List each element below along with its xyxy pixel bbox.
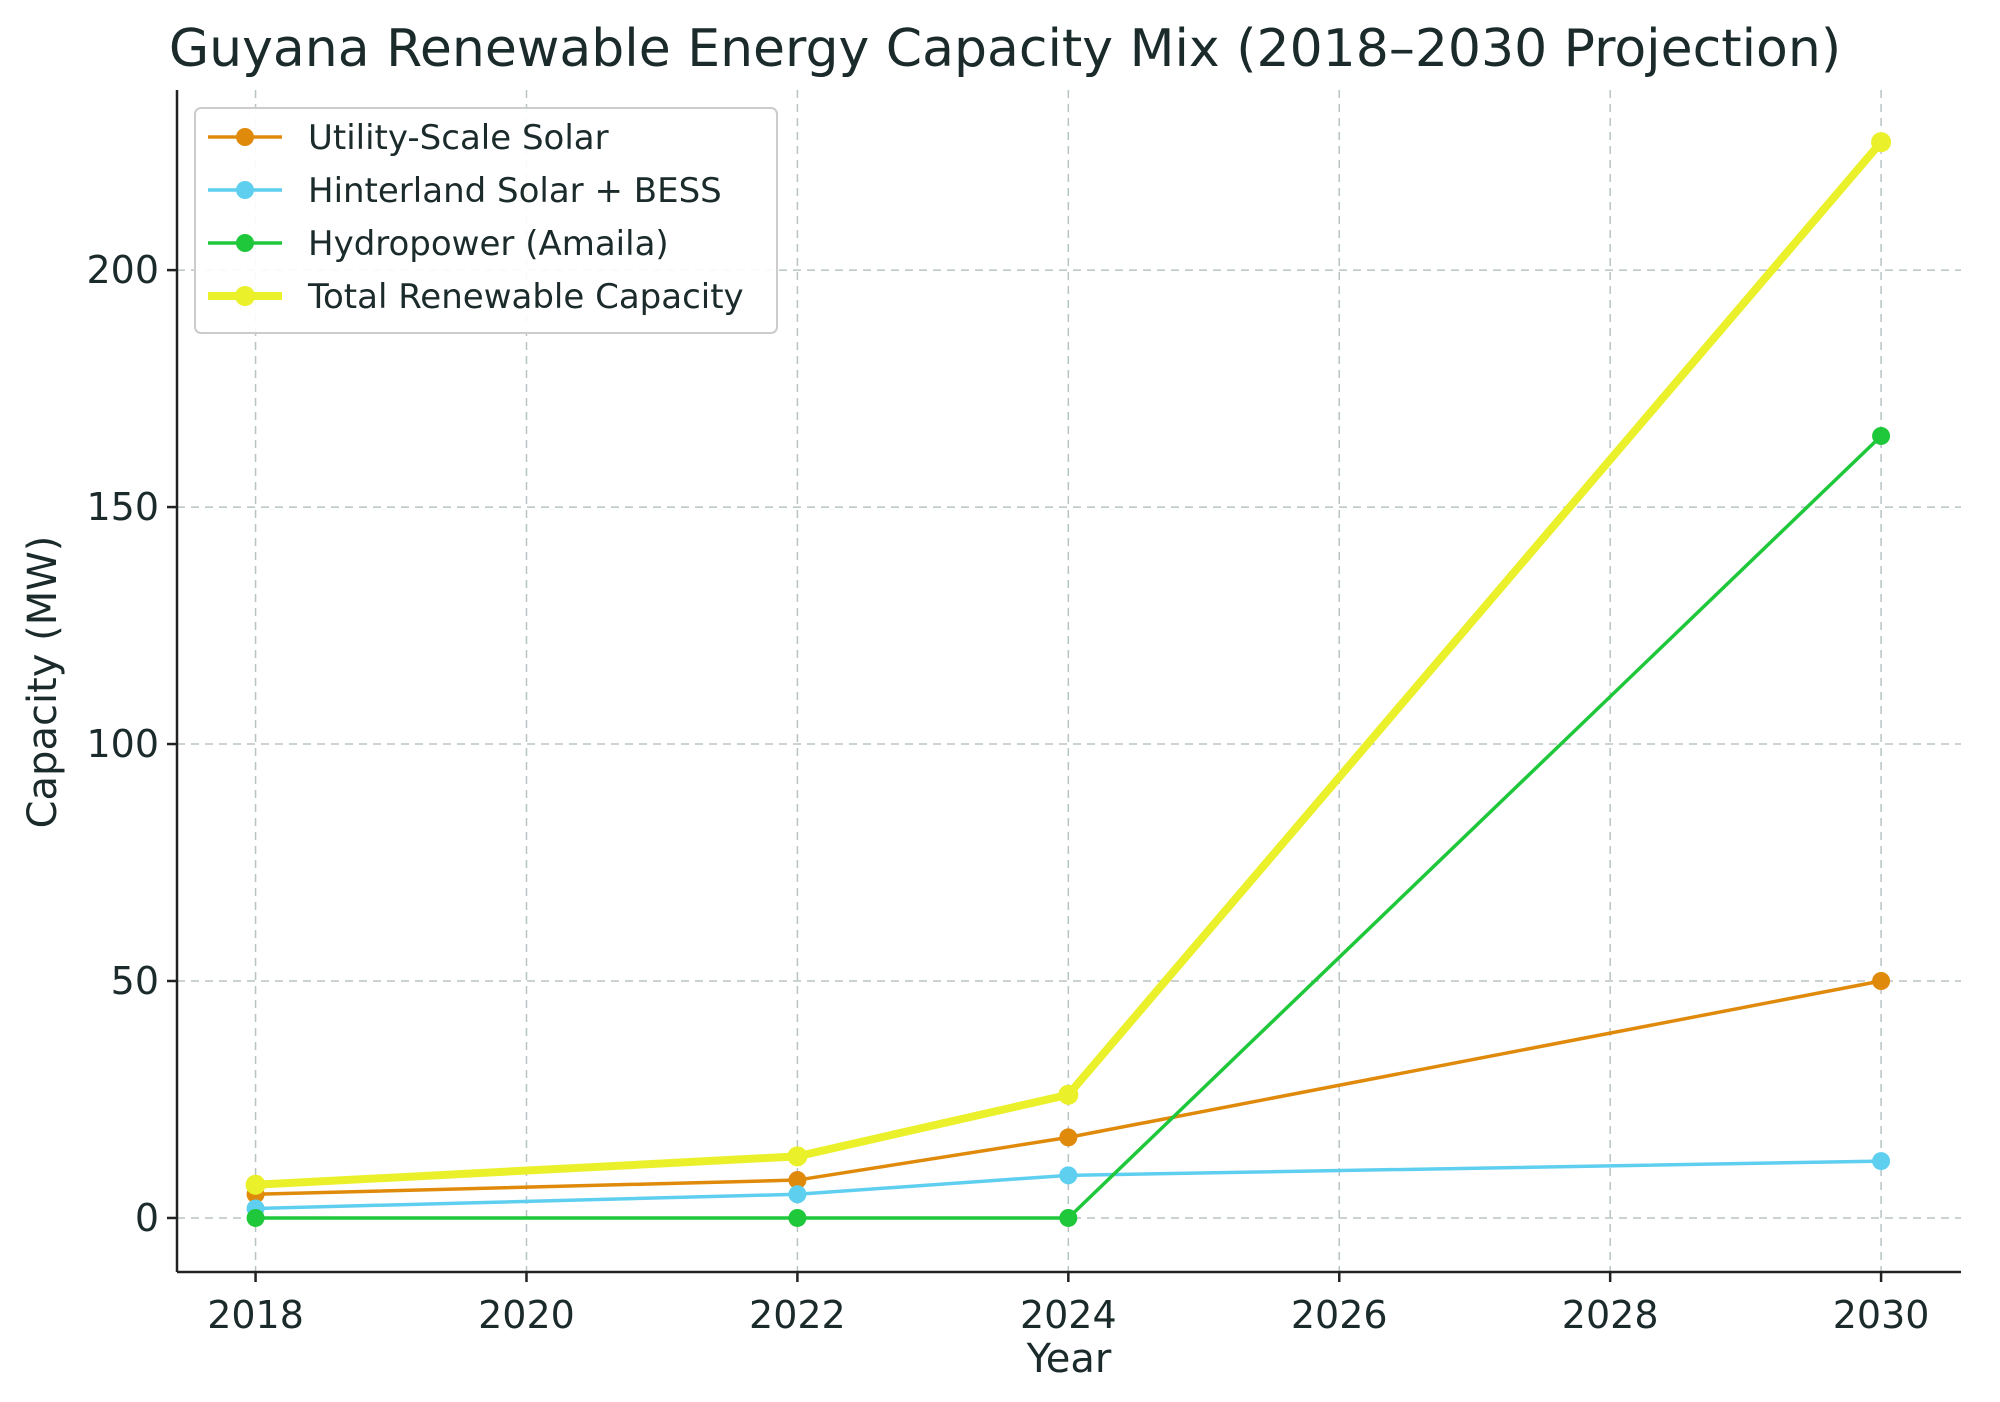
legend-marker	[235, 286, 255, 306]
series-line-3	[255, 139, 1885, 1189]
data-point	[1059, 1208, 1078, 1227]
legend-label: Utility-Scale Solar	[308, 118, 609, 158]
series-line-0	[255, 979, 1882, 1197]
data-point	[1872, 426, 1891, 445]
legend-label: Hinterland Solar + BESS	[308, 171, 722, 211]
y-tick-label: 100	[86, 722, 159, 766]
data-point	[1872, 972, 1891, 991]
data-point	[1059, 1166, 1078, 1185]
data-point	[1872, 1152, 1891, 1171]
legend-label: Hydropower (Amaila)	[308, 224, 669, 264]
x-tick-label: 2022	[749, 1293, 846, 1337]
data-point	[1871, 132, 1892, 153]
legend-marker	[236, 234, 254, 252]
data-point	[787, 1146, 808, 1167]
x-tick-label: 2026	[1291, 1293, 1388, 1337]
data-point	[788, 1208, 807, 1227]
series-line-1	[255, 1159, 1882, 1211]
series-line-2	[255, 434, 1883, 1220]
y-tick-label: 200	[86, 248, 159, 292]
data-point	[245, 1174, 266, 1195]
x-tick-label: 2018	[207, 1293, 304, 1337]
x-tick-label: 2024	[1020, 1293, 1117, 1337]
y-tick-label: 50	[111, 959, 159, 1003]
chart-title: Guyana Renewable Energy Capacity Mix (20…	[169, 19, 1841, 79]
x-axis-label: Year	[1026, 1336, 1112, 1382]
legend-label: Total Renewable Capacity	[307, 277, 744, 317]
legend-marker	[236, 181, 254, 199]
x-tick-label: 2028	[1562, 1293, 1659, 1337]
data-point	[1059, 1128, 1078, 1147]
y-tick-label: 150	[86, 485, 159, 529]
data-point	[1058, 1084, 1079, 1105]
data-point	[246, 1208, 265, 1227]
data-point	[788, 1185, 807, 1204]
y-axis-label: Capacity (MW)	[20, 536, 66, 829]
x-tick-label: 2020	[478, 1293, 575, 1337]
legend-box	[194, 107, 778, 334]
x-tick-label: 2030	[1833, 1293, 1930, 1337]
series-layer	[245, 132, 1892, 1227]
data-point	[788, 1171, 807, 1190]
y-tick-label: 0	[135, 1196, 159, 1240]
legend: Utility-Scale Solar Hinterland Solar + BE…	[194, 107, 778, 334]
legend-marker	[236, 128, 254, 146]
ticks: 2018 2020 2022 2024 2026 2028 2030 0 50 100 150 200	[86, 248, 1929, 1337]
